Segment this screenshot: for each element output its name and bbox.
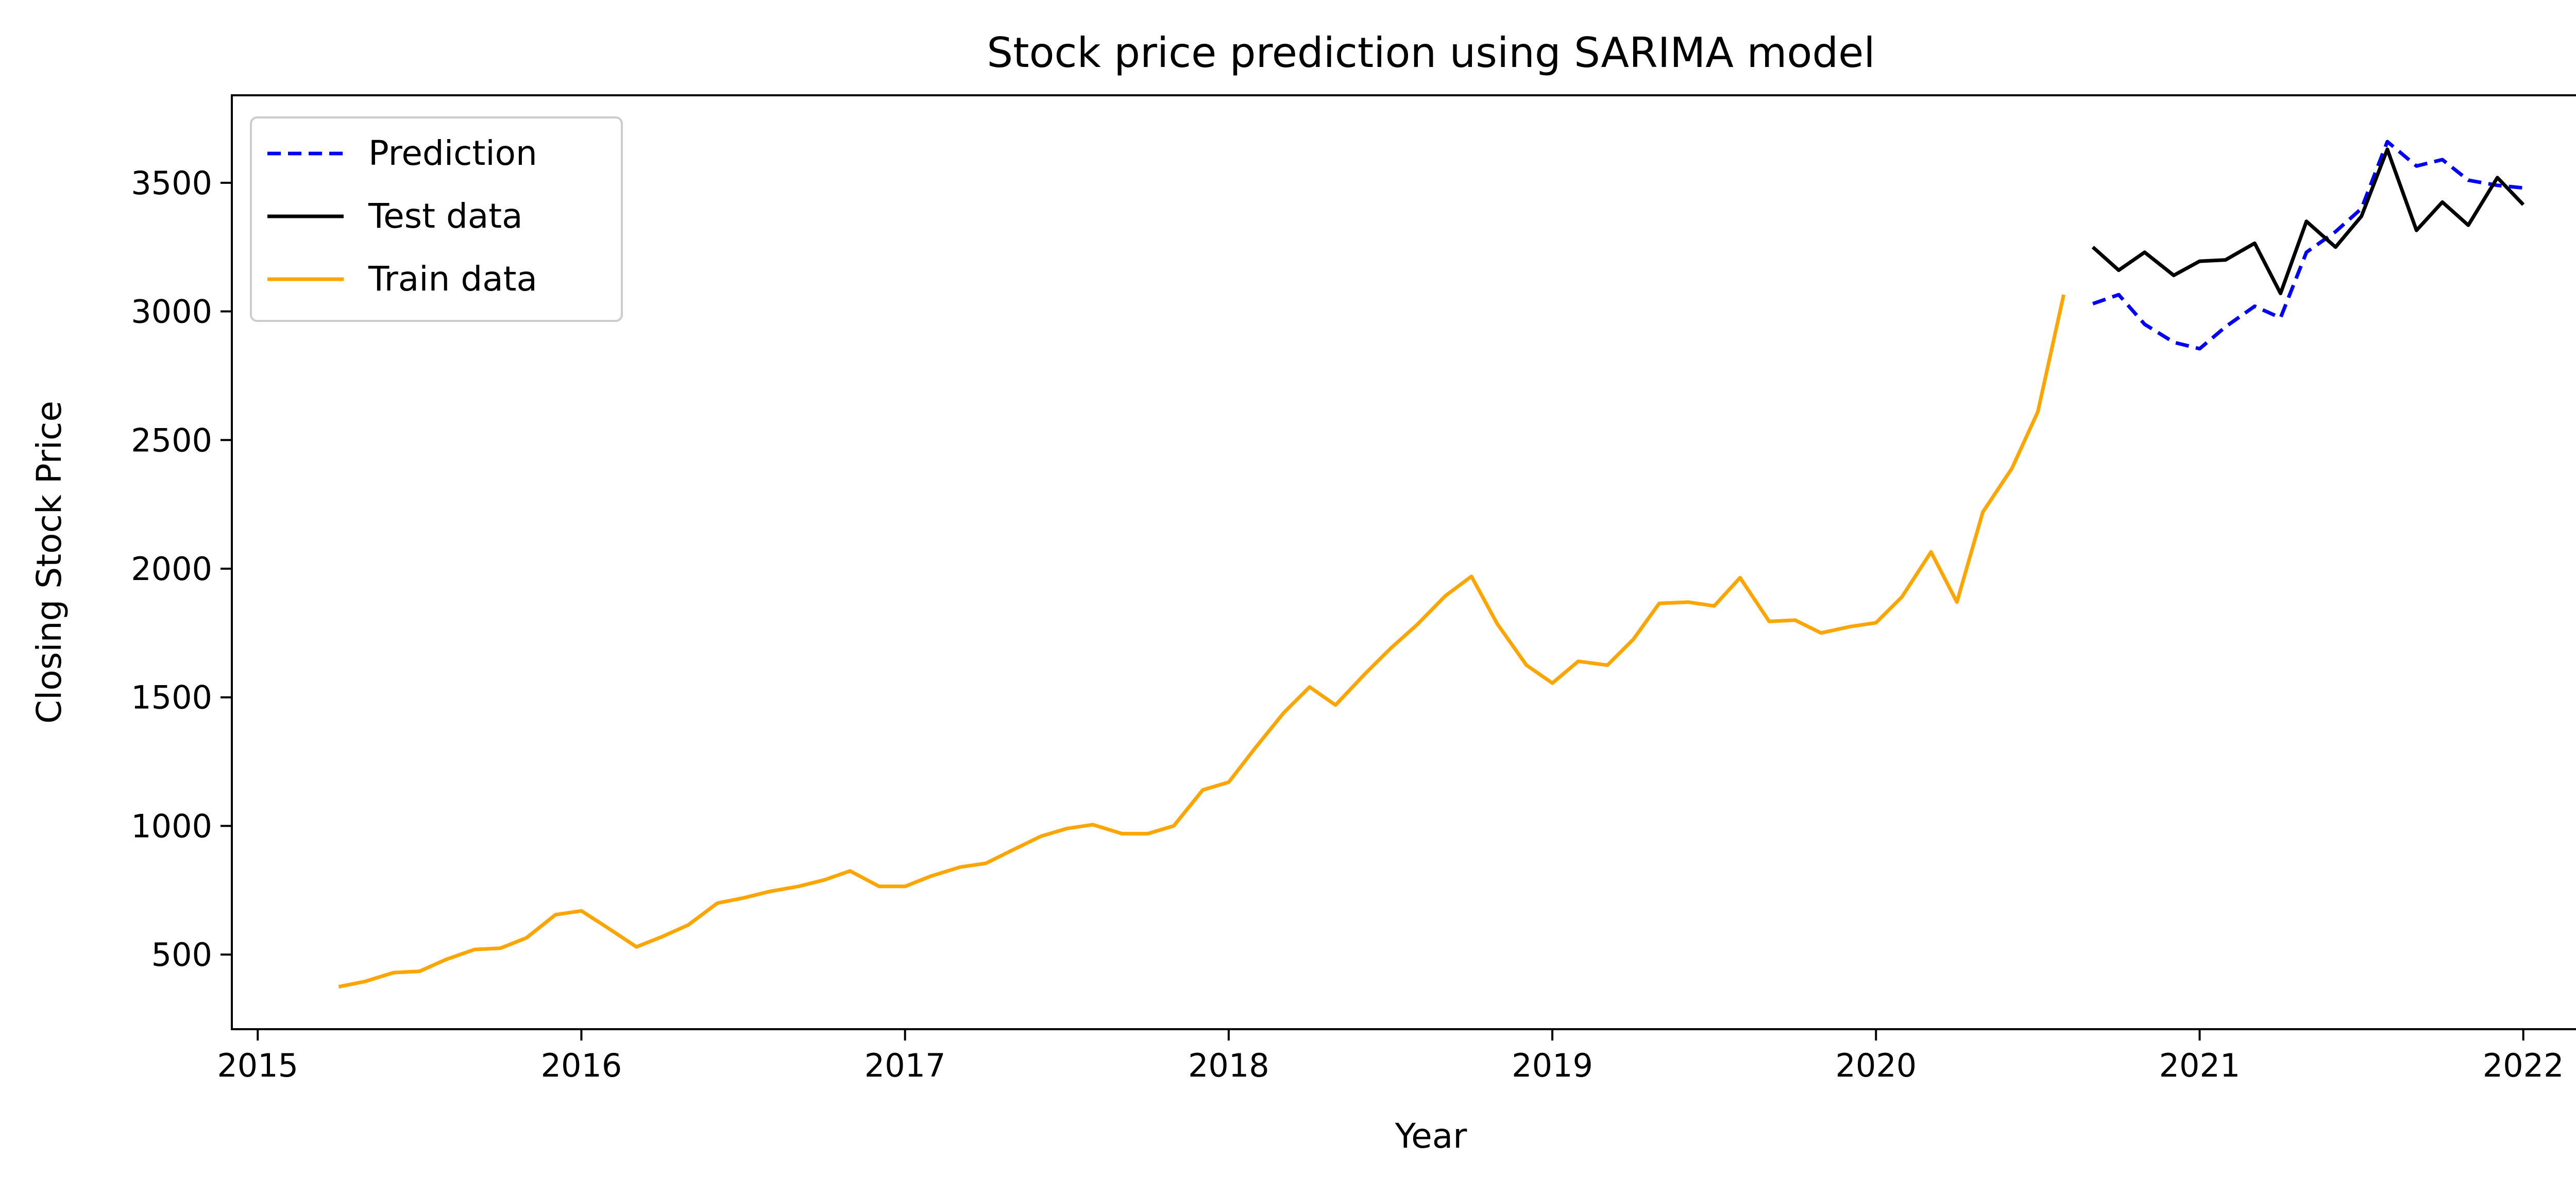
x-tick-label: 2021 xyxy=(2159,1047,2241,1084)
y-tick-label: 3500 xyxy=(131,164,212,202)
y-axis-label: Closing Stock Price xyxy=(29,401,69,724)
legend-label-train-data: Train data xyxy=(368,259,537,299)
y-tick-label: 500 xyxy=(151,936,212,974)
series-line-prediction xyxy=(2092,140,2524,351)
x-tick-label: 2017 xyxy=(865,1047,946,1084)
series-line-test-data xyxy=(2091,147,2525,296)
x-tick-label: 2020 xyxy=(1835,1047,1917,1084)
x-tick-label: 2022 xyxy=(2483,1047,2564,1084)
legend: Prediction Test data Train data xyxy=(250,116,623,322)
legend-label-prediction: Prediction xyxy=(368,133,537,173)
y-tick-label: 1500 xyxy=(131,679,212,717)
x-axis-label: Year xyxy=(1395,1116,1468,1156)
y-tick-label: 2000 xyxy=(131,550,212,588)
x-tick-label: 2016 xyxy=(541,1047,622,1084)
chart-title: Stock price prediction using SARIMA mode… xyxy=(987,29,1875,77)
x-tick-label: 2015 xyxy=(217,1047,298,1084)
legend-label-test-data: Test data xyxy=(368,196,523,236)
y-tick-label: 1000 xyxy=(131,807,212,845)
y-tick-label: 3000 xyxy=(131,293,212,331)
ticks-layer: 2015 2016 2017 2018 2019 2020 2021 2022 500 1000 1… xyxy=(131,164,2564,1084)
x-tick-label: 2019 xyxy=(1512,1047,1593,1084)
plot-layer xyxy=(338,140,2525,989)
y-tick-label: 2500 xyxy=(131,421,212,459)
series-line-train-data xyxy=(338,294,2066,989)
legend-box xyxy=(250,116,623,322)
x-tick-label: 2018 xyxy=(1188,1047,1269,1084)
plot-area-frame xyxy=(231,94,2576,1030)
